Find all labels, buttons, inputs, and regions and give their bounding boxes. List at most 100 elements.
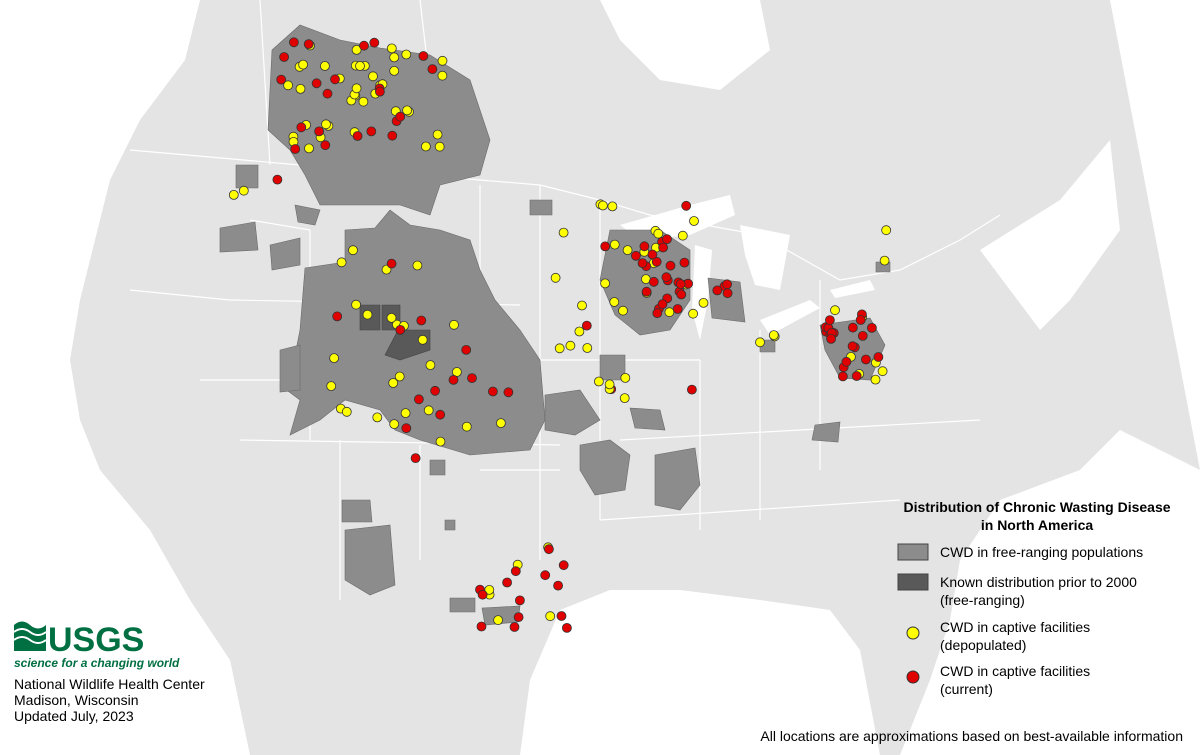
current-facility (418, 51, 429, 61)
logo-tagline: science for a changing world (14, 656, 180, 670)
depopulated-facility (358, 96, 369, 107)
current-facility (395, 324, 406, 335)
depopulated-facility (304, 143, 314, 154)
current-facility (509, 622, 520, 632)
current-facility (712, 285, 723, 296)
depopulated-facility (389, 66, 400, 76)
current-facility (681, 200, 692, 211)
depopulated-facility (372, 412, 383, 423)
depopulated-facility (653, 228, 664, 239)
current-facility (600, 241, 611, 252)
current-facility (279, 52, 290, 62)
depopulated-facility (400, 408, 411, 419)
current-facility (461, 344, 472, 355)
current-facility (487, 386, 498, 397)
depopulated-facility (432, 129, 443, 140)
depopulated-facility (830, 305, 840, 316)
depopulated-facility (368, 71, 378, 82)
current-facility (386, 258, 397, 269)
legend-label: CWD in captive facilities (940, 619, 1090, 635)
depopulated-facility (420, 141, 431, 152)
cwd-areas (219, 24, 891, 626)
current-facility (556, 611, 567, 621)
atlantic-ocean (900, 0, 1200, 755)
current-facility (476, 621, 487, 632)
legend-label: Known distribution prior to 2000 (940, 574, 1137, 590)
depopulated-facility (417, 334, 428, 345)
depopulated-facility (348, 245, 358, 256)
depopulated-facility (558, 227, 569, 238)
depopulated-facility (879, 255, 890, 266)
logo-name: USGS (48, 621, 144, 659)
current-facility (502, 577, 513, 588)
current-facility (851, 371, 862, 381)
legend-title: Distribution of Chronic Wasting Disease (903, 499, 1170, 515)
current-facility (867, 322, 877, 333)
current-facility (662, 234, 672, 245)
current-facility (641, 286, 652, 297)
depopulated-facility (755, 337, 765, 348)
pacific-ocean (0, 0, 250, 755)
current-facility (503, 387, 514, 398)
current-facility (427, 64, 438, 74)
depopulated-facility (577, 300, 587, 311)
lake-huron (740, 225, 790, 290)
current-facility (847, 341, 858, 352)
current-facility (676, 289, 687, 300)
current-facility (857, 330, 868, 341)
legend-label: (free-ranging) (940, 592, 1025, 608)
depopulated-facility (600, 278, 610, 289)
depopulated-facility (388, 378, 399, 388)
depopulated-facility (389, 52, 400, 63)
depopulated-facility (341, 406, 352, 417)
current-facility (435, 409, 446, 420)
current-facility (562, 623, 572, 633)
legend-swatch (897, 543, 929, 561)
depopulated-facility (565, 340, 576, 351)
depopulated-facility (437, 55, 448, 66)
current-facility (657, 299, 668, 310)
depopulated-facility (664, 307, 675, 318)
legend-label: (depopulated) (940, 637, 1026, 653)
current-facility (848, 322, 858, 333)
depopulated-facility (618, 305, 628, 316)
current-facility (661, 272, 672, 283)
current-facility (448, 374, 459, 385)
usgs-logo: USGS science for a changing world (13, 621, 180, 670)
depopulated-facility (609, 297, 620, 307)
depopulated-facility (609, 239, 620, 250)
current-facility (272, 174, 283, 185)
current-facility (320, 140, 331, 151)
current-facility (332, 311, 343, 322)
current-facility (276, 74, 287, 85)
current-facility (675, 279, 686, 290)
depopulated-facility (435, 436, 446, 447)
current-facility (290, 144, 301, 154)
current-facility (648, 276, 659, 287)
logo-waves (13, 628, 47, 644)
current-facility (672, 304, 683, 314)
current-facility (366, 126, 377, 137)
current-facility (658, 242, 668, 253)
credit-line: Updated July, 2023 (14, 708, 134, 724)
depopulated-facility (493, 615, 504, 625)
gulf-of-mexico (520, 590, 880, 755)
current-facility (510, 566, 521, 577)
current-facility (477, 589, 488, 600)
current-facility (652, 308, 663, 319)
legend-label: CWD in free-ranging populations (940, 544, 1143, 560)
current-facility (722, 288, 733, 299)
current-facility (387, 130, 398, 141)
depopulated-facility (689, 216, 699, 226)
depopulated-facility (545, 611, 556, 622)
current-facility (513, 612, 524, 622)
legend-swatch (906, 670, 920, 684)
current-facility (303, 39, 314, 49)
current-facility (395, 111, 406, 122)
depopulated-facility (437, 70, 448, 81)
current-facility (467, 373, 477, 384)
current-facility (314, 126, 325, 137)
current-facility (687, 384, 697, 395)
depopulated-facility (607, 201, 618, 212)
legend-swatch (897, 573, 929, 591)
